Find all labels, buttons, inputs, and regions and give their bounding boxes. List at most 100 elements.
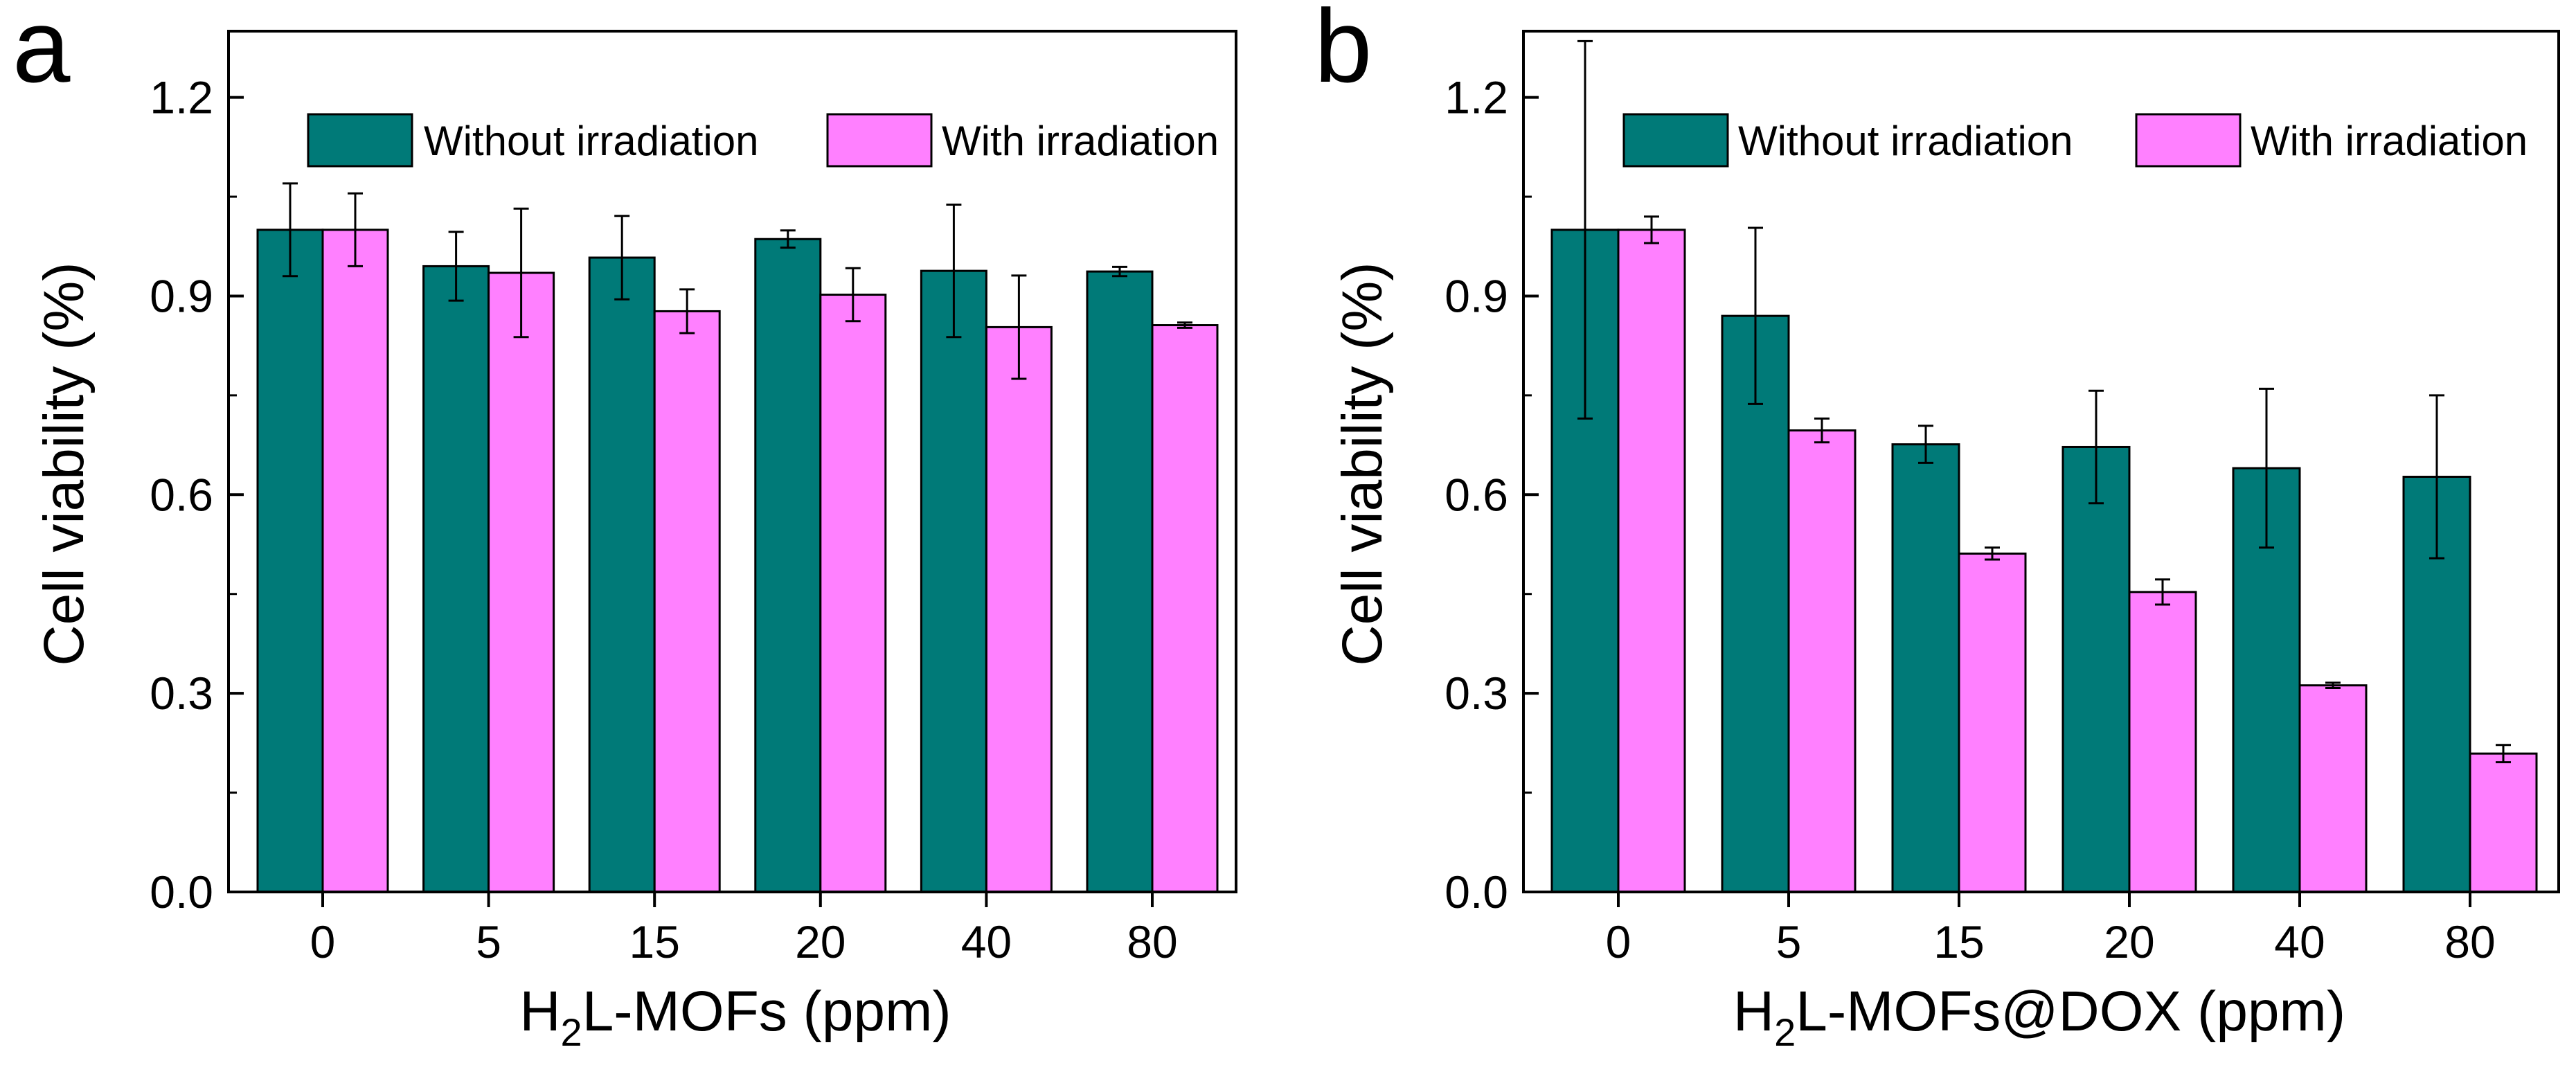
panel-a-error-without-15 — [614, 215, 630, 301]
panel-a-x-title-rest: L-MOFs (ppm) — [582, 980, 951, 1043]
panel-b-x-tick-label-5: 5 — [1776, 916, 1802, 967]
panel-a-y-ticks: 0.0 0.3 0.6 0.9 1.2 — [150, 72, 244, 918]
panel-a-y-axis-title: Cell viability (%) — [33, 262, 96, 665]
panel-a-y-tick-label-0.0: 0.0 — [150, 866, 213, 918]
panel-a-error-without-80 — [1112, 265, 1127, 278]
panel-a-x-tick-label-40: 40 — [961, 916, 1012, 967]
panel-b-x-tick-label-20: 20 — [2104, 916, 2154, 967]
panel-b-y-tick-label-0.0: 0.0 — [1444, 866, 1508, 918]
panel-b: b 0.0 0.3 0.6 0.9 1.2 0 5 15 20 40 80 Cell viabil… — [1314, 0, 2560, 1054]
panel-a-error-with-40 — [1011, 274, 1027, 380]
panel-b-error-without-5 — [1748, 226, 1763, 405]
panel-b-bar-with-40 — [2298, 684, 2368, 893]
panel-b-error-with-5 — [1814, 417, 1830, 444]
panel-b-y-tick-label-0.6: 0.6 — [1444, 469, 1508, 520]
panel-b-bar-with-5 — [1787, 429, 1857, 893]
panel-b-x-axis-title: H2L-MOFs@DOX (ppm) — [1733, 980, 2345, 1054]
panel-b-letter: b — [1314, 0, 1372, 104]
panel-b-y-ticks: 0.0 0.3 0.6 0.9 1.2 — [1444, 72, 1539, 918]
panel-a-bar-with-0 — [321, 229, 389, 893]
panel-b-x-tick-label-15: 15 — [1933, 916, 1984, 967]
panel-a-x-ticks: 0 5 15 20 40 80 — [310, 892, 1178, 967]
panel-b-x-tick-label-0: 0 — [1606, 916, 1631, 967]
panel-b-bar-with-0 — [1617, 229, 1686, 893]
panel-a-bar-without-40 — [920, 269, 987, 893]
panel-a-x-tick-label-0: 0 — [310, 916, 336, 967]
panel-a-bar-with-40 — [985, 325, 1053, 893]
panel-b-y-tick-label-1.2: 1.2 — [1444, 72, 1508, 123]
panel-a-y-tick-label-0.6: 0.6 — [150, 469, 213, 520]
panel-a-error-without-20 — [780, 229, 796, 249]
panel-b-x-tick-label-80: 80 — [2444, 916, 2495, 967]
panel-a-y-tick-label-1.2: 1.2 — [150, 72, 213, 123]
panel-b-error-with-40 — [2325, 681, 2341, 690]
panel-a-error-with-15 — [679, 288, 695, 334]
panel-b-error-with-0 — [1644, 215, 1659, 244]
panel-a-error-with-0 — [348, 192, 363, 267]
panel-a-bar-without-80 — [1086, 270, 1154, 893]
panel-b-error-without-20 — [2088, 389, 2104, 505]
panel-b-x-title-subscript: 2 — [1774, 1010, 1796, 1054]
panel-b-legend: Without irradiation With irradiation — [1622, 113, 2528, 168]
panel-b-error-without-0 — [1577, 39, 1593, 420]
panel-b-x-tick-label-40: 40 — [2274, 916, 2325, 967]
panel-b-error-without-15 — [1918, 425, 1933, 464]
panel-b-bar-with-20 — [2128, 591, 2197, 893]
panel-a-bar-with-5 — [488, 271, 555, 893]
panel-a-error-without-0 — [283, 182, 298, 278]
panel-a-error-bars — [283, 182, 1192, 380]
panel-b-bar-without-15 — [1891, 443, 1960, 893]
panel-b-x-ticks: 0 5 15 20 40 80 — [1606, 892, 2496, 967]
panel-a-x-tick-label-15: 15 — [629, 916, 679, 967]
panel-a-legend-without-swatch — [307, 113, 413, 168]
panel-a-error-without-5 — [448, 231, 464, 302]
panel-a-legend-with-swatch — [826, 113, 933, 168]
panel-b-legend-with-swatch — [2135, 113, 2242, 168]
panel-a-letter: a — [12, 0, 71, 104]
panel-a-x-axis-title: H2L-MOFs (ppm) — [519, 980, 951, 1054]
panel-b-error-bars — [1577, 39, 2511, 764]
panel-b-error-without-40 — [2259, 387, 2274, 549]
panel-a-error-without-40 — [946, 204, 962, 339]
panel-a-legend: Without irradiation With irradiation — [307, 113, 1219, 168]
panel-a-legend-without-label: Without irradiation — [424, 118, 759, 164]
panel-b-x-title-rest: L-MOFs@DOX (ppm) — [1796, 980, 2345, 1043]
panel-b-bar-without-20 — [2061, 445, 2131, 893]
panel-a-y-tick-label-0.9: 0.9 — [150, 270, 213, 321]
panel-b-legend-with-label: With irradiation — [2251, 118, 2528, 164]
panel-b-error-with-80 — [2496, 744, 2511, 764]
panel-a-error-with-20 — [845, 267, 861, 323]
panel-a-bar-with-15 — [653, 310, 721, 893]
panel-a-x-tick-label-20: 20 — [795, 916, 846, 967]
panel-a-x-tick-label-80: 80 — [1127, 916, 1177, 967]
panel-a-bar-with-20 — [819, 294, 887, 893]
panel-a-y-tick-label-0.3: 0.3 — [150, 668, 213, 719]
panel-a-x-title-subscript: 2 — [561, 1010, 582, 1054]
panel-a-x-title-main: H — [519, 980, 560, 1043]
panel-b-error-without-80 — [2429, 394, 2444, 560]
panel-b-bar-with-15 — [1958, 552, 2027, 893]
panel-b-bar-with-80 — [2469, 752, 2538, 893]
panel-b-legend-without-label: Without irradiation — [1738, 118, 2073, 164]
panel-b-y-tick-label-0.3: 0.3 — [1444, 668, 1508, 719]
panel-b-y-axis-title: Cell viability (%) — [1331, 262, 1394, 665]
panel-a-bar-with-80 — [1151, 324, 1219, 893]
panel-b-x-title-main: H — [1733, 980, 1774, 1043]
panel-a-bar-without-20 — [754, 238, 822, 893]
panel-a-bar-without-0 — [256, 229, 324, 893]
panel-b-error-with-15 — [1985, 546, 2000, 561]
panel-b-bar-without-5 — [1721, 314, 1790, 893]
panel-a-error-with-5 — [513, 207, 529, 339]
panel-b-y-tick-label-0.9: 0.9 — [1444, 270, 1508, 321]
panel-a-bars — [256, 229, 1219, 893]
panel-b-plot-frame — [1522, 30, 2560, 893]
panel-a: a 0.0 0.3 0.6 0.9 1.2 0 5 15 20 40 80 Cell viabil… — [12, 0, 1237, 1054]
panel-b-legend-without-swatch — [1622, 113, 1729, 168]
panel-a-x-tick-label-5: 5 — [476, 916, 501, 967]
panel-b-bars — [1550, 229, 2538, 893]
panel-a-bar-without-15 — [588, 256, 656, 893]
panel-a-legend-with-label: With irradiation — [942, 118, 1219, 164]
panel-a-error-with-80 — [1177, 321, 1192, 329]
panel-b-error-with-20 — [2155, 578, 2170, 606]
